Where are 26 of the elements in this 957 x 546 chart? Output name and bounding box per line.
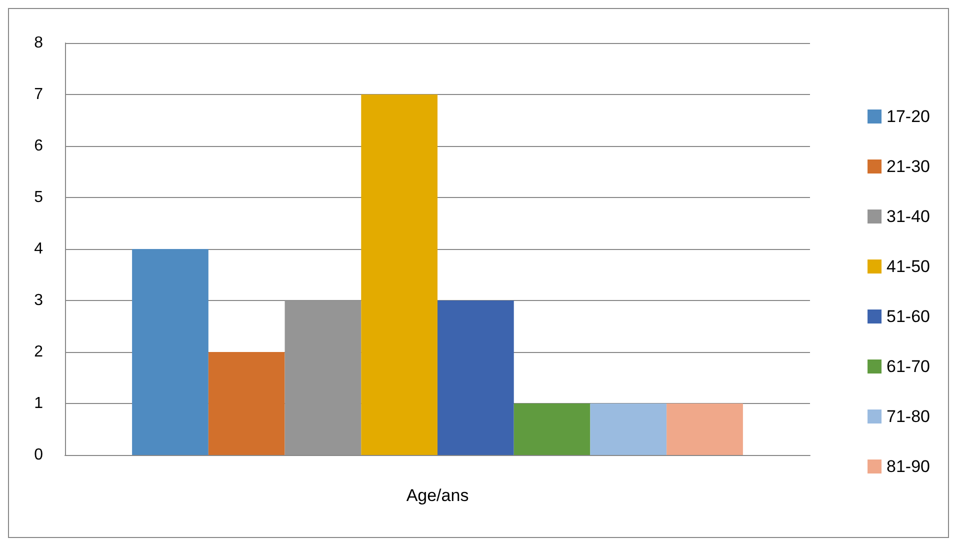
bar <box>666 404 743 455</box>
y-tick-label: 2 <box>34 344 44 360</box>
legend-label: 61-70 <box>886 357 930 376</box>
bar <box>132 249 208 455</box>
x-tick-label: Age/ans <box>406 486 469 505</box>
y-tick-label: 1 <box>34 395 44 412</box>
legend-label: 31-40 <box>886 207 930 226</box>
legend-label: 71-80 <box>886 407 930 426</box>
legend-label: 21-30 <box>886 157 930 176</box>
bar <box>361 94 438 455</box>
bar <box>514 404 590 455</box>
y-tick-label: 3 <box>34 292 44 309</box>
y-tick-label: 5 <box>34 189 44 206</box>
legend-label: 51-60 <box>886 307 930 326</box>
bar <box>208 352 285 455</box>
legend-label: 81-90 <box>886 457 930 476</box>
bar <box>438 300 514 455</box>
bar <box>590 404 667 455</box>
y-tick-label: 6 <box>34 138 44 154</box>
legend-label: 41-50 <box>886 257 930 276</box>
bar <box>284 300 362 455</box>
y-tick-label: 8 <box>34 34 44 52</box>
legend-label: 17-20 <box>886 107 930 126</box>
y-tick-label: 4 <box>34 240 44 258</box>
y-tick-label: 7 <box>34 86 44 103</box>
y-tick-label: 0 <box>34 446 44 464</box>
